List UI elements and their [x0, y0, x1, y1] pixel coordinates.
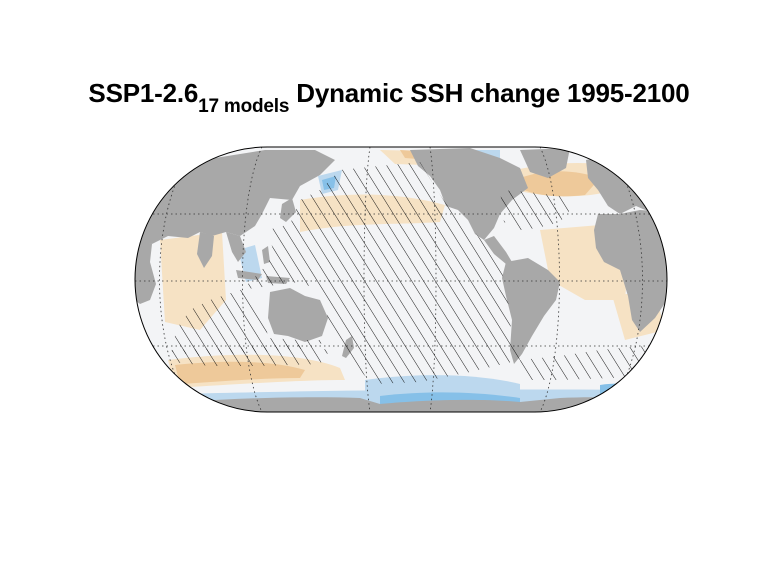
central-america-landmass	[484, 236, 512, 264]
map-frame	[134, 146, 668, 413]
indonesia-islands	[236, 246, 290, 284]
map-title: SSP1-2.617 models Dynamic SSH change 199…	[0, 78, 778, 117]
india-landmass	[197, 232, 214, 268]
japan-islands	[280, 198, 296, 222]
british-isles	[600, 168, 610, 186]
southeast-asia-landmass	[226, 232, 246, 262]
strong-rise-regions	[175, 150, 600, 384]
south-america-landmass	[502, 258, 560, 364]
africa-east-landmass	[135, 238, 156, 304]
antarctica-landmass	[135, 397, 667, 412]
africa-west-landmass	[594, 210, 667, 332]
north-america-landmass	[410, 148, 528, 240]
model-count-label: 17 models	[198, 96, 290, 117]
map-title-main: Dynamic SSH change 1995-2100	[296, 78, 690, 108]
hatched-regions	[170, 162, 660, 384]
greenland-landmass	[520, 148, 570, 178]
australia-landmass	[268, 288, 328, 342]
scenario-label: SSP1-2.6	[88, 78, 199, 108]
graticule	[135, 147, 667, 412]
